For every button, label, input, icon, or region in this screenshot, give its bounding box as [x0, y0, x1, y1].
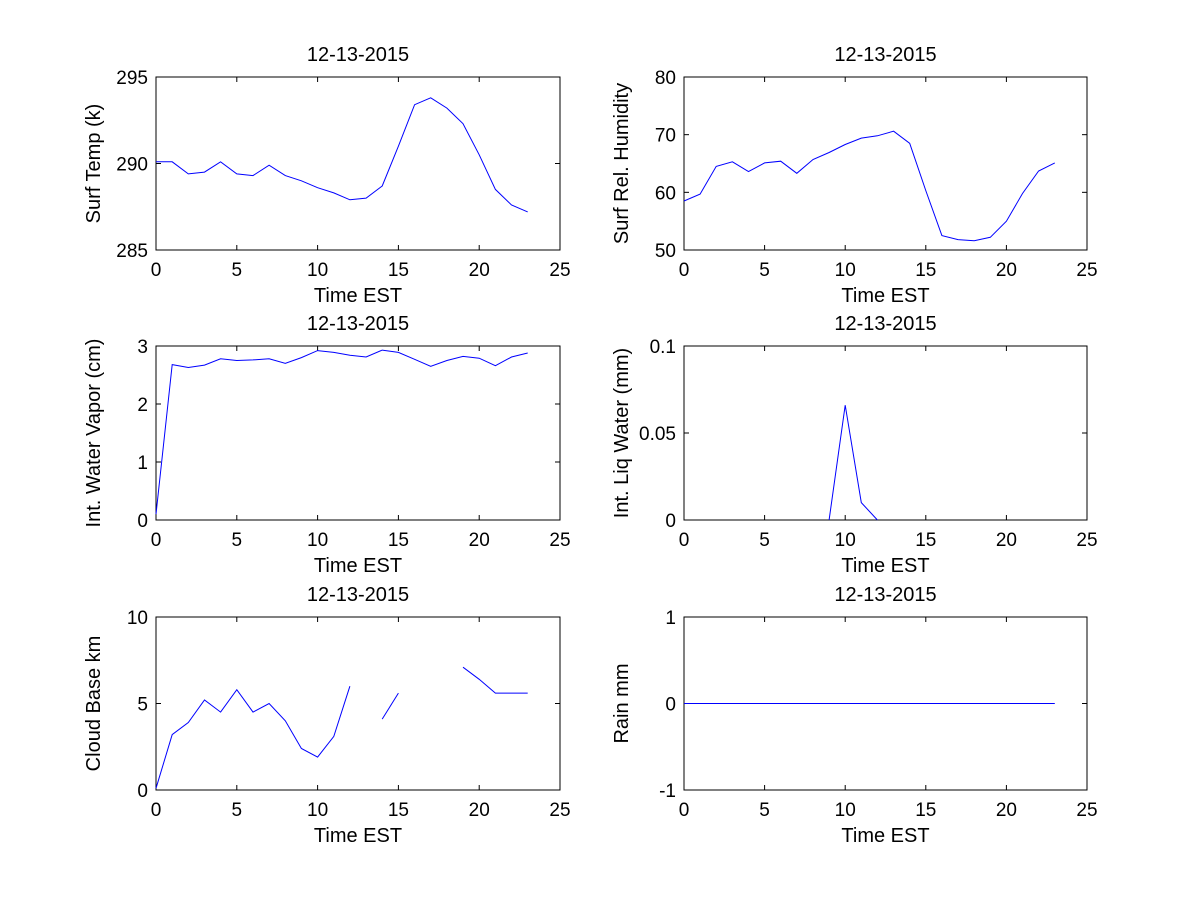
- y-tick-label: 10: [127, 608, 148, 629]
- series-line: [828, 405, 878, 521]
- x-tick-label: 5: [232, 260, 243, 281]
- subplot-4: 0 5 10 15 20 25 0 0.05 0.1 12-13-2015 Time EST Int.…: [611, 313, 1098, 577]
- y-tick-label: 5: [137, 695, 148, 716]
- series-line: [381, 692, 399, 720]
- x-tick-label: 0: [679, 260, 690, 281]
- x-tick-label: 5: [759, 800, 770, 821]
- x-tick-label: 5: [232, 800, 243, 821]
- x-tick-label: 15: [915, 530, 936, 551]
- y-tick-label: 3: [137, 337, 148, 358]
- x-axis-label: Time EST: [314, 825, 402, 847]
- axes-frame: [155, 616, 561, 791]
- y-tick-label: 1: [137, 453, 148, 474]
- x-axis-label: Time EST: [314, 285, 402, 307]
- axes-frame: [683, 345, 1088, 521]
- x-tick-label: 25: [549, 530, 570, 551]
- chart-title: 12-13-2015: [307, 584, 409, 606]
- series-line: [155, 686, 351, 789]
- y-axis-label: Int. Liq Water (mm): [611, 348, 633, 518]
- x-tick-label: 10: [835, 530, 856, 551]
- series-line: [683, 130, 1056, 242]
- y-tick-label: 285: [116, 241, 148, 262]
- x-tick-label: 0: [151, 800, 162, 821]
- subplot-3: 0 5 10 15 20 25 0 1 2 3 12-13-2015 Time EST Int. Wat…: [83, 313, 571, 577]
- y-tick-label: 80: [655, 68, 676, 89]
- x-tick-label: 20: [469, 530, 490, 551]
- y-tick-label: 60: [655, 183, 676, 204]
- y-axis-label: Surf Rel. Humidity: [611, 83, 633, 244]
- y-tick-label: 50: [655, 241, 676, 262]
- x-tick-label: 25: [1076, 260, 1097, 281]
- subplot-1: 0 5 10 15 20 25 285 290 295 12-13-2015 Time EST Sur…: [83, 44, 571, 307]
- x-tick-label: 25: [1076, 800, 1097, 821]
- series-line: [156, 97, 528, 213]
- y-axis-label: Surf Temp (k): [83, 104, 105, 224]
- y-tick-label: -1: [659, 781, 676, 802]
- y-axis-label: Cloud Base km: [83, 636, 105, 772]
- x-tick-label: 5: [232, 530, 243, 551]
- x-tick-label: 10: [307, 800, 328, 821]
- y-tick-label: 0.05: [639, 424, 676, 445]
- y-tick-label: 0: [137, 781, 148, 802]
- y-tick-label: 2: [137, 395, 148, 416]
- y-tick-label: 290: [116, 155, 148, 176]
- series-line: [155, 349, 528, 515]
- series-line: [462, 666, 528, 694]
- x-axis-label: Time EST: [314, 555, 402, 577]
- y-tick-label: 295: [116, 68, 148, 89]
- x-tick-label: 10: [307, 530, 328, 551]
- x-tick-label: 15: [388, 530, 409, 551]
- x-tick-label: 25: [549, 260, 570, 281]
- x-tick-label: 15: [388, 800, 409, 821]
- x-tick-label: 20: [996, 530, 1017, 551]
- x-tick-label: 5: [759, 530, 770, 551]
- x-tick-label: 15: [915, 260, 936, 281]
- axes-frame: [683, 76, 1088, 251]
- chart-title: 12-13-2015: [834, 313, 936, 335]
- x-axis-label: Time EST: [841, 825, 929, 847]
- x-tick-label: 0: [151, 530, 162, 551]
- chart-title: 12-13-2015: [307, 313, 409, 335]
- x-tick-label: 25: [549, 800, 570, 821]
- y-axis-label: Int. Water Vapor (cm): [83, 339, 105, 528]
- x-tick-label: 10: [835, 260, 856, 281]
- chart-title: 12-13-2015: [834, 44, 936, 66]
- chart-title: 12-13-2015: [834, 584, 936, 606]
- axes-frame: [155, 76, 561, 251]
- x-tick-label: 5: [759, 260, 770, 281]
- x-tick-label: 15: [915, 800, 936, 821]
- chart-title: 12-13-2015: [307, 44, 409, 66]
- subplot-5: 0 5 10 15 20 25 0 5 10 12-13-2015 Time EST Cloud Ba…: [83, 584, 571, 847]
- x-tick-label: 20: [996, 260, 1017, 281]
- x-tick-label: 25: [1076, 530, 1097, 551]
- x-axis-label: Time EST: [841, 555, 929, 577]
- y-tick-label: 70: [655, 126, 676, 147]
- x-tick-label: 10: [307, 260, 328, 281]
- y-axis-label: Rain mm: [611, 663, 633, 743]
- x-tick-label: 20: [996, 800, 1017, 821]
- y-tick-label: 0: [137, 511, 148, 532]
- y-tick-label: 0: [665, 511, 676, 532]
- x-tick-label: 0: [151, 260, 162, 281]
- y-tick-label: 0: [665, 695, 676, 716]
- x-tick-label: 0: [679, 530, 690, 551]
- x-tick-label: 15: [388, 260, 409, 281]
- x-tick-label: 10: [835, 800, 856, 821]
- x-axis-label: Time EST: [841, 285, 929, 307]
- x-tick-label: 0: [679, 800, 690, 821]
- y-tick-label: 1: [665, 608, 676, 629]
- x-tick-label: 20: [469, 800, 490, 821]
- x-tick-label: 20: [469, 260, 490, 281]
- y-tick-label: 0.1: [650, 337, 676, 358]
- subplot-2: 0 5 10 15 20 25 50 60 70 80 12-13-2015 Time EST Surf…: [611, 44, 1098, 307]
- axes-frame: [155, 345, 561, 521]
